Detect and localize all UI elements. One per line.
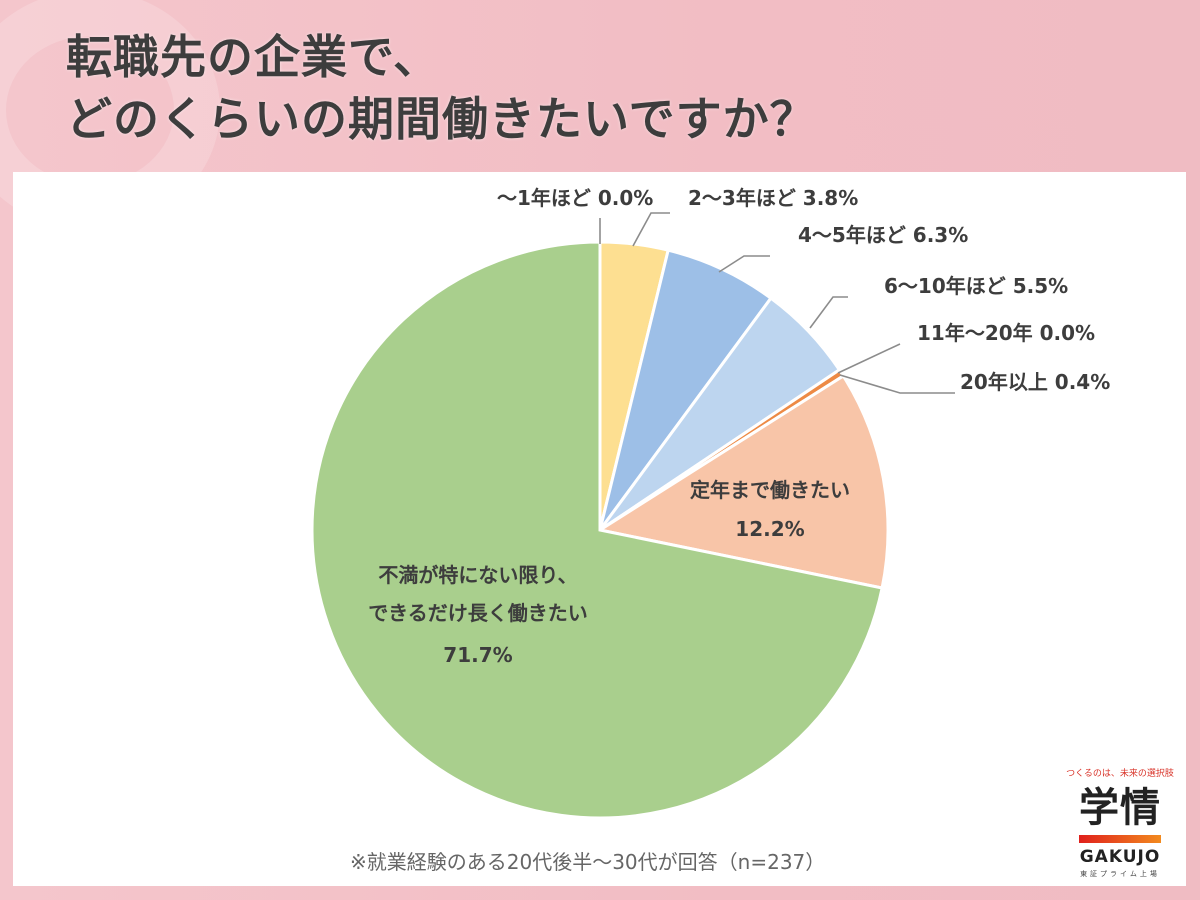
leader-line-s4: [837, 343, 901, 374]
label-s7-line1: 不満が特にない限り、: [378, 563, 577, 587]
pie-slice-2: [598, 248, 773, 531]
title-line-2: どのくらいの期間働きたいですか？: [66, 92, 817, 146]
label-s3: 6～10年ほど 5.5%: [884, 274, 1068, 298]
pie-slices: [310, 240, 890, 820]
label-s7-value: 71.7%: [443, 643, 512, 667]
label-s2: 4～5年ほど 6.3%: [798, 223, 968, 247]
logo-tagline: つくるのは、未来の選択肢: [1066, 769, 1174, 779]
footnote: ※就業経験のある20代後半～30代が回答（n=237）: [350, 850, 826, 874]
label-s1: 2～3年ほど 3.8%: [688, 186, 858, 210]
pie-slice-6: [596, 373, 890, 590]
logo-gradient-bar: [1079, 835, 1161, 843]
leader-line-s2: [718, 255, 770, 273]
label-s0: ～1年ほど 0.0%: [497, 186, 653, 210]
logo-sub: 東証プライム上場: [1080, 870, 1160, 878]
logo-kanji: 学情: [1079, 785, 1161, 831]
title-line-1: 転職先の企業で、: [66, 30, 441, 84]
label-s7-line2: できるだけ長く働きたい: [368, 601, 588, 625]
label-s4: 11年～20年 0.0%: [917, 321, 1095, 345]
leader-lines: [599, 212, 955, 394]
gakujo-logo: つくるのは、未来の選択肢 学情 GAKUJO 東証プライム上場: [1060, 766, 1180, 879]
pie-slice-7: [310, 240, 884, 820]
label-s6-value: 12.2%: [735, 517, 804, 541]
leader-line-s3: [809, 296, 848, 329]
page-title: 転職先の企業で、 どのくらいの期間働きたいですか？: [66, 26, 817, 150]
leader-line-s1: [632, 212, 670, 247]
leader-line-s5: [839, 374, 955, 394]
label-s6-name: 定年まで働きたい: [690, 478, 850, 502]
label-s5: 20年以上 0.4%: [960, 370, 1110, 394]
logo-name: GAKUJO: [1079, 847, 1161, 867]
